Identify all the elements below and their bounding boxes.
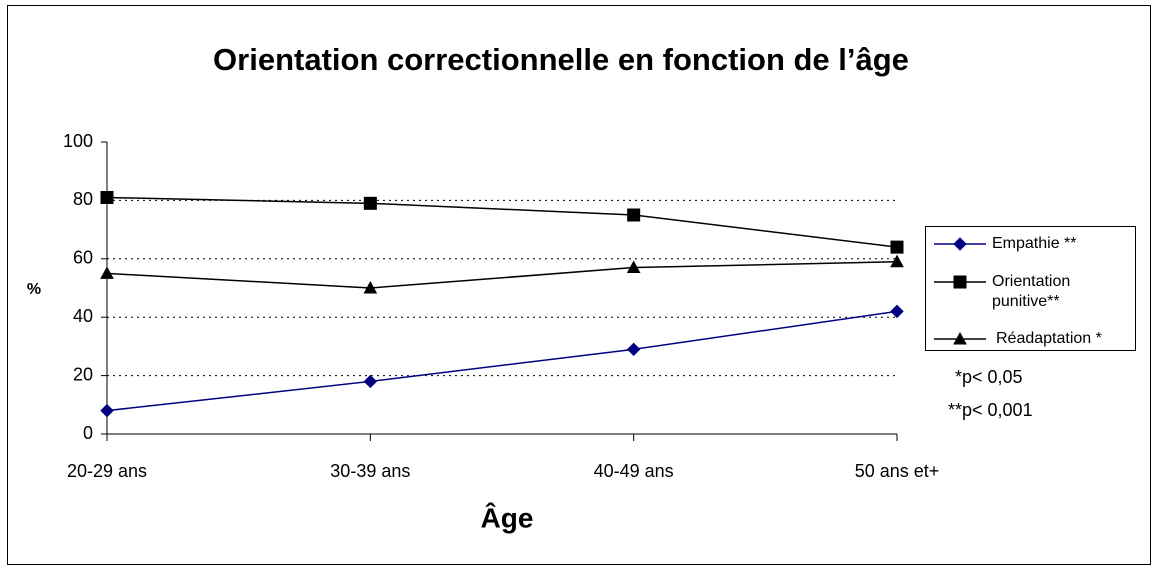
marker bbox=[890, 240, 904, 254]
series-line bbox=[106, 310, 898, 412]
legend: Empathie ** Orientation punitive** Réadapt… bbox=[925, 226, 1136, 351]
y-tick-label: 80 bbox=[73, 189, 93, 209]
legend-label: Orientation punitive** bbox=[992, 273, 1071, 310]
legend-swatch bbox=[934, 237, 986, 251]
x-axis-label: Âge bbox=[481, 502, 534, 533]
legend-swatch bbox=[934, 331, 986, 345]
marker bbox=[363, 280, 378, 294]
marker bbox=[363, 374, 378, 389]
series-line bbox=[106, 196, 898, 248]
y-axis-label: % bbox=[27, 281, 41, 298]
marker bbox=[100, 403, 114, 418]
marker bbox=[363, 196, 377, 210]
x-tick-label: 30-39 ans bbox=[330, 461, 410, 481]
marker bbox=[100, 190, 114, 204]
marker bbox=[890, 304, 904, 319]
marker bbox=[953, 331, 967, 345]
legend-label: Empathie ** bbox=[992, 235, 1077, 252]
annotation: **p< 0,001 bbox=[948, 400, 1033, 420]
x-tick-label: 50 ans et+ bbox=[855, 461, 940, 481]
chart-title: Orientation correctionnelle en fonction … bbox=[213, 42, 909, 77]
marker bbox=[627, 208, 641, 222]
legend-item: Réadaptation * bbox=[926, 327, 1136, 367]
series-line bbox=[106, 260, 898, 289]
y-tick-label: 100 bbox=[63, 131, 93, 151]
marker bbox=[953, 237, 967, 251]
y-tick-label: 60 bbox=[73, 248, 93, 268]
annotation: *p< 0,05 bbox=[955, 367, 1023, 387]
marker bbox=[626, 260, 641, 274]
legend-label: Réadaptation * bbox=[996, 330, 1102, 347]
y-tick-label: 0 bbox=[83, 423, 93, 443]
y-tick-label: 40 bbox=[73, 306, 93, 326]
legend-swatch bbox=[934, 275, 986, 289]
legend-item: Empathie ** bbox=[926, 232, 1136, 272]
marker bbox=[890, 254, 904, 268]
legend-item: Orientation punitive** bbox=[926, 270, 1136, 310]
marker bbox=[953, 275, 967, 289]
x-tick-label: 20-29 ans bbox=[67, 461, 147, 481]
marker bbox=[626, 342, 641, 357]
x-tick-label: 40-49 ans bbox=[594, 461, 674, 481]
marker bbox=[100, 266, 114, 279]
y-tick-label: 20 bbox=[73, 364, 93, 384]
